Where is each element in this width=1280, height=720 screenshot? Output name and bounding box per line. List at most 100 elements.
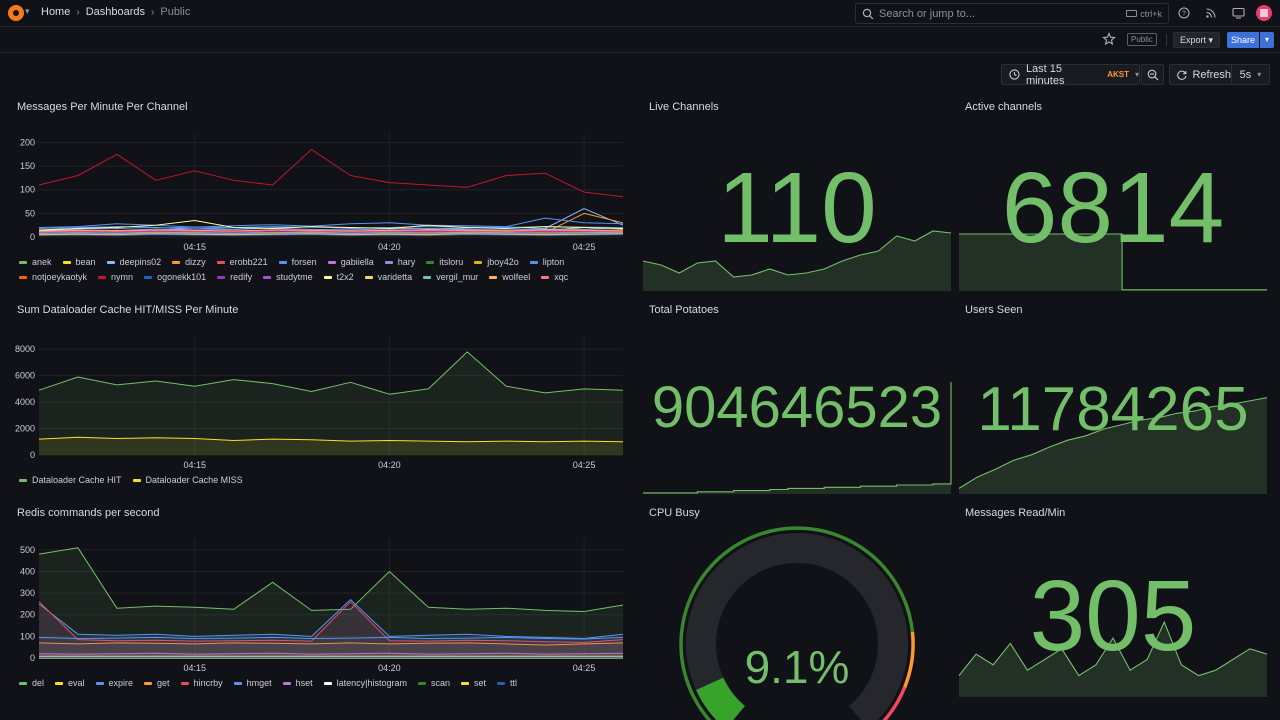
legend-item[interactable]: ttl bbox=[497, 678, 517, 688]
legend-item[interactable]: dizzy bbox=[172, 257, 206, 267]
legend-swatch bbox=[529, 260, 538, 264]
dashboard-toolbar: Public Export ▾ Share ▾ bbox=[0, 27, 1280, 53]
public-badge: Public bbox=[1127, 33, 1157, 46]
refresh-interval-label: 5s bbox=[1239, 68, 1252, 81]
legend-item[interactable]: hset bbox=[282, 678, 313, 688]
series-line bbox=[38, 599, 624, 639]
export-button[interactable]: Export ▾ bbox=[1173, 32, 1221, 48]
stat-value: 110 bbox=[717, 152, 877, 264]
share-button[interactable]: Share bbox=[1227, 32, 1259, 48]
legend-item[interactable]: latency|histogram bbox=[323, 678, 407, 688]
y-tick-label: 50 bbox=[25, 208, 35, 218]
legend-item[interactable]: studytme bbox=[263, 272, 313, 282]
legend-item[interactable]: erobb221 bbox=[216, 257, 268, 267]
refresh-button[interactable]: Refresh bbox=[1169, 64, 1232, 85]
zoom-out-icon bbox=[1147, 69, 1158, 80]
legend-swatch bbox=[541, 275, 550, 279]
legend-label: hary bbox=[397, 257, 416, 267]
user-avatar[interactable] bbox=[1256, 5, 1272, 21]
y-tick-label: 0 bbox=[30, 232, 35, 242]
legend-item[interactable]: Dataloader Cache HIT bbox=[19, 475, 122, 485]
legend-item[interactable]: lipton bbox=[529, 257, 564, 267]
legend-label: wolfeel bbox=[502, 272, 531, 282]
panel-title: Messages Per Minute Per Channel bbox=[17, 101, 188, 113]
legend-item[interactable]: t2x2 bbox=[323, 272, 354, 282]
refresh-interval-picker[interactable]: 5s ▾ bbox=[1232, 64, 1270, 85]
chevron-down-icon[interactable]: ▾ bbox=[25, 6, 30, 16]
breadcrumb-home[interactable]: Home bbox=[41, 6, 71, 18]
legend-item[interactable]: jboy42o bbox=[474, 257, 519, 267]
legend-item[interactable]: notjoeykaotyk bbox=[19, 272, 87, 282]
legend-item[interactable]: del bbox=[19, 678, 44, 688]
legend-item[interactable]: gabiiella bbox=[327, 257, 374, 267]
chevron-down-icon: ▾ bbox=[1208, 35, 1214, 45]
legend-label: varidetta bbox=[377, 272, 413, 282]
legend-item[interactable]: deepins02 bbox=[106, 257, 162, 267]
legend-label: scan bbox=[430, 678, 450, 688]
gauge-value-arc bbox=[696, 677, 746, 720]
legend-item[interactable]: forsen bbox=[278, 257, 317, 267]
legend-item[interactable]: nymn bbox=[98, 272, 133, 282]
legend-swatch bbox=[497, 681, 506, 685]
keyboard-icon bbox=[1126, 10, 1138, 17]
legend-item[interactable]: vergil_mur bbox=[423, 272, 478, 282]
stat-value: 904646523 bbox=[651, 375, 943, 440]
breadcrumb-dashboards[interactable]: Dashboards bbox=[85, 6, 146, 18]
news-feed-icon[interactable] bbox=[1203, 5, 1219, 21]
legend-swatch bbox=[62, 260, 71, 264]
kiosk-mode-icon[interactable] bbox=[1230, 5, 1246, 21]
legend-item[interactable]: eval bbox=[55, 678, 85, 688]
star-icon[interactable] bbox=[1102, 32, 1116, 46]
breadcrumb-current: Public bbox=[160, 6, 191, 18]
search-input[interactable]: Search or jump to... ctrl+k bbox=[855, 3, 1169, 24]
legend-swatch bbox=[180, 681, 189, 685]
legend-item[interactable]: varidetta bbox=[364, 272, 413, 282]
series-line bbox=[38, 652, 624, 655]
active-channels-panel: Active channels 6814 bbox=[959, 101, 1267, 293]
legend-item[interactable]: get bbox=[144, 678, 170, 688]
redis-commands-chart[interactable]: 0 100 200 300 400 500 04:15 04:20 04:25 bbox=[17, 531, 629, 681]
zoom-out-button[interactable] bbox=[1141, 64, 1164, 85]
legend-label: forsen bbox=[291, 257, 317, 267]
legend-item[interactable]: Dataloader Cache MISS bbox=[132, 475, 243, 485]
legend-swatch bbox=[233, 681, 242, 685]
svg-text:?: ? bbox=[1182, 11, 1186, 18]
legend-item[interactable]: redify bbox=[217, 272, 252, 282]
time-range-picker[interactable]: Last 15 minutes AKST ▾ bbox=[1001, 63, 1140, 87]
y-tick-label: 150 bbox=[20, 161, 35, 171]
legend-item[interactable]: hincrby bbox=[180, 678, 223, 688]
legend-item[interactable]: ogonekk101 bbox=[144, 272, 206, 282]
messages-per-minute-chart[interactable]: 0 50 100 150 200 04:15 04:20 04:25 bbox=[17, 125, 629, 275]
legend-item[interactable]: set bbox=[461, 678, 486, 688]
share-options-chevron-icon[interactable]: ▾ bbox=[1260, 32, 1274, 48]
x-tick-label: 04:15 bbox=[183, 663, 206, 673]
dataloader-cache-chart[interactable]: 0 2000 4000 6000 8000 04:15 04:20 04:25 bbox=[15, 328, 629, 478]
series-line bbox=[38, 234, 624, 237]
legend-item[interactable]: anek bbox=[19, 257, 52, 267]
redis-commands-panel: Redis commands per second 0 100 200 300 400 5… bbox=[17, 507, 629, 697]
legend-item[interactable]: expire bbox=[95, 678, 133, 688]
series-line bbox=[38, 233, 624, 236]
legend-item[interactable]: wolfeel bbox=[489, 272, 530, 282]
legend-swatch bbox=[263, 275, 272, 279]
legend-swatch bbox=[282, 681, 291, 685]
legend-item[interactable]: itsloru bbox=[426, 257, 463, 267]
legend-item[interactable]: hary bbox=[384, 257, 416, 267]
legend-label: redify bbox=[230, 272, 253, 282]
grafana-logo-icon[interactable] bbox=[8, 5, 24, 21]
sparkline-area bbox=[959, 234, 1267, 291]
series-line bbox=[38, 149, 624, 198]
legend-swatch bbox=[489, 275, 498, 279]
series-line bbox=[38, 220, 624, 231]
legend-item[interactable]: scan bbox=[417, 678, 450, 688]
cpu-busy-gauge bbox=[679, 526, 915, 720]
legend-item[interactable]: bean bbox=[62, 257, 96, 267]
search-shortcut-label: ctrl+k bbox=[1140, 8, 1162, 19]
legend-item[interactable]: xqc bbox=[541, 272, 568, 282]
legend-swatch bbox=[327, 260, 336, 264]
legend-label: deepins02 bbox=[119, 257, 162, 267]
series-area bbox=[39, 601, 623, 658]
legend-item[interactable]: hmget bbox=[233, 678, 272, 688]
help-icon[interactable]: ? bbox=[1176, 5, 1192, 21]
y-tick-label: 300 bbox=[20, 588, 35, 598]
